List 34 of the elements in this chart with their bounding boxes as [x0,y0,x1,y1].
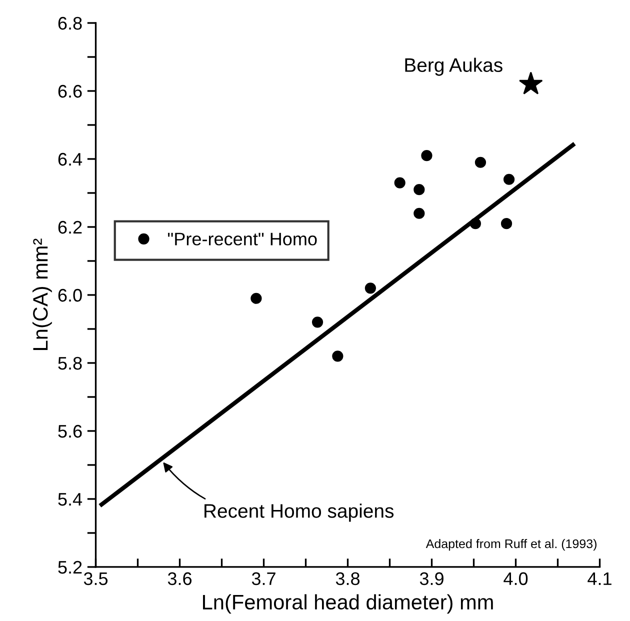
point [312,316,324,328]
legend-label: "Pre-recent" Homo [168,232,317,246]
y-tick-label: 6.4 [58,152,82,166]
y-tick-label: 6.8 [58,16,82,30]
point [394,177,406,188]
y-tick-label: 5.6 [58,424,82,438]
point [250,292,262,304]
y-tick-label: 6.0 [58,288,82,302]
point [364,282,376,294]
annotation: Recent Homo sapiens [204,504,394,522]
x-tick-label: 3.7 [252,572,276,586]
x-tick-label: 3.5 [84,572,108,586]
y-tick-label: 6.2 [58,220,82,234]
x-tick-label: 3.6 [168,572,192,586]
y-axis-title: Ln(CA) mm² [32,238,52,350]
point [518,72,543,94]
x-axis-title: Ln(Femoral head diameter) mm [203,594,493,614]
x-tick-label: 3.9 [420,572,444,586]
x-tick-label: 4.1 [588,572,612,585]
annotation: Adapted from Ruff et al. (1993) [426,539,596,551]
point [500,218,512,230]
point [421,150,432,162]
y-tick-label: 6.6 [58,84,82,98]
annotation: Berg Aukas [405,58,502,76]
y-tick-label: 5.2 [58,560,82,574]
y-tick-label: 5.4 [58,493,82,506]
point [414,184,425,196]
x-tick-label: 4.0 [504,572,528,586]
point [332,350,344,362]
point [503,174,515,185]
point [414,208,425,219]
x-tick-label: 3.8 [336,572,360,586]
point [474,156,486,168]
y-tick-label: 5.8 [58,356,82,370]
